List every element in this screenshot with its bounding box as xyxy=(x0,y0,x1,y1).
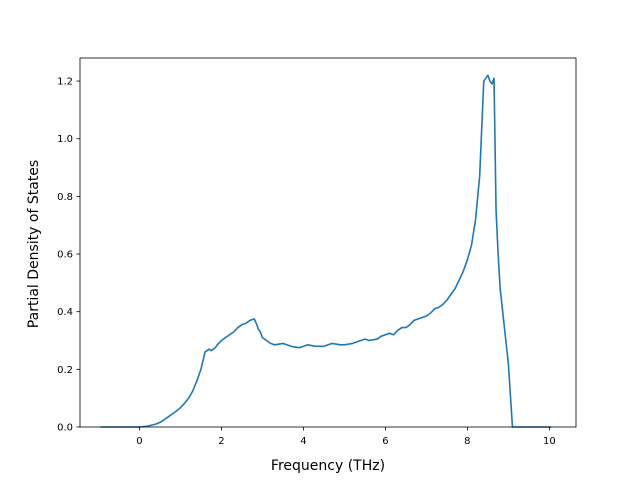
y-tick-label: 1.2 xyxy=(57,77,73,88)
x-axis-label: Frequency (THz) xyxy=(271,458,385,474)
y-tick-label: 0.2 xyxy=(57,365,73,376)
plot-area xyxy=(79,57,577,428)
pdos-series-line xyxy=(100,74,552,428)
x-axis-ticks: 0 2 4 6 8 10 xyxy=(136,427,556,447)
x-tick-label: 4 xyxy=(300,436,306,447)
y-tick-label: 0.6 xyxy=(57,250,73,261)
y-tick-label: 0.8 xyxy=(57,192,73,203)
y-tick-label: 1.0 xyxy=(57,134,73,145)
y-tick-label: 0.4 xyxy=(57,307,73,318)
x-tick-label: 8 xyxy=(464,436,470,447)
x-tick-label: 10 xyxy=(543,436,556,447)
plot-frame xyxy=(79,57,577,428)
x-tick-label: 2 xyxy=(218,436,224,447)
y-axis-label: Partial Density of States xyxy=(26,160,42,328)
y-axis-ticks: 0.0 0.2 0.4 0.6 0.8 1.0 1.2 xyxy=(57,77,80,434)
y-tick-label: 0.0 xyxy=(57,423,73,434)
x-tick-label: 6 xyxy=(382,436,388,447)
x-tick-label: 0 xyxy=(136,436,142,447)
